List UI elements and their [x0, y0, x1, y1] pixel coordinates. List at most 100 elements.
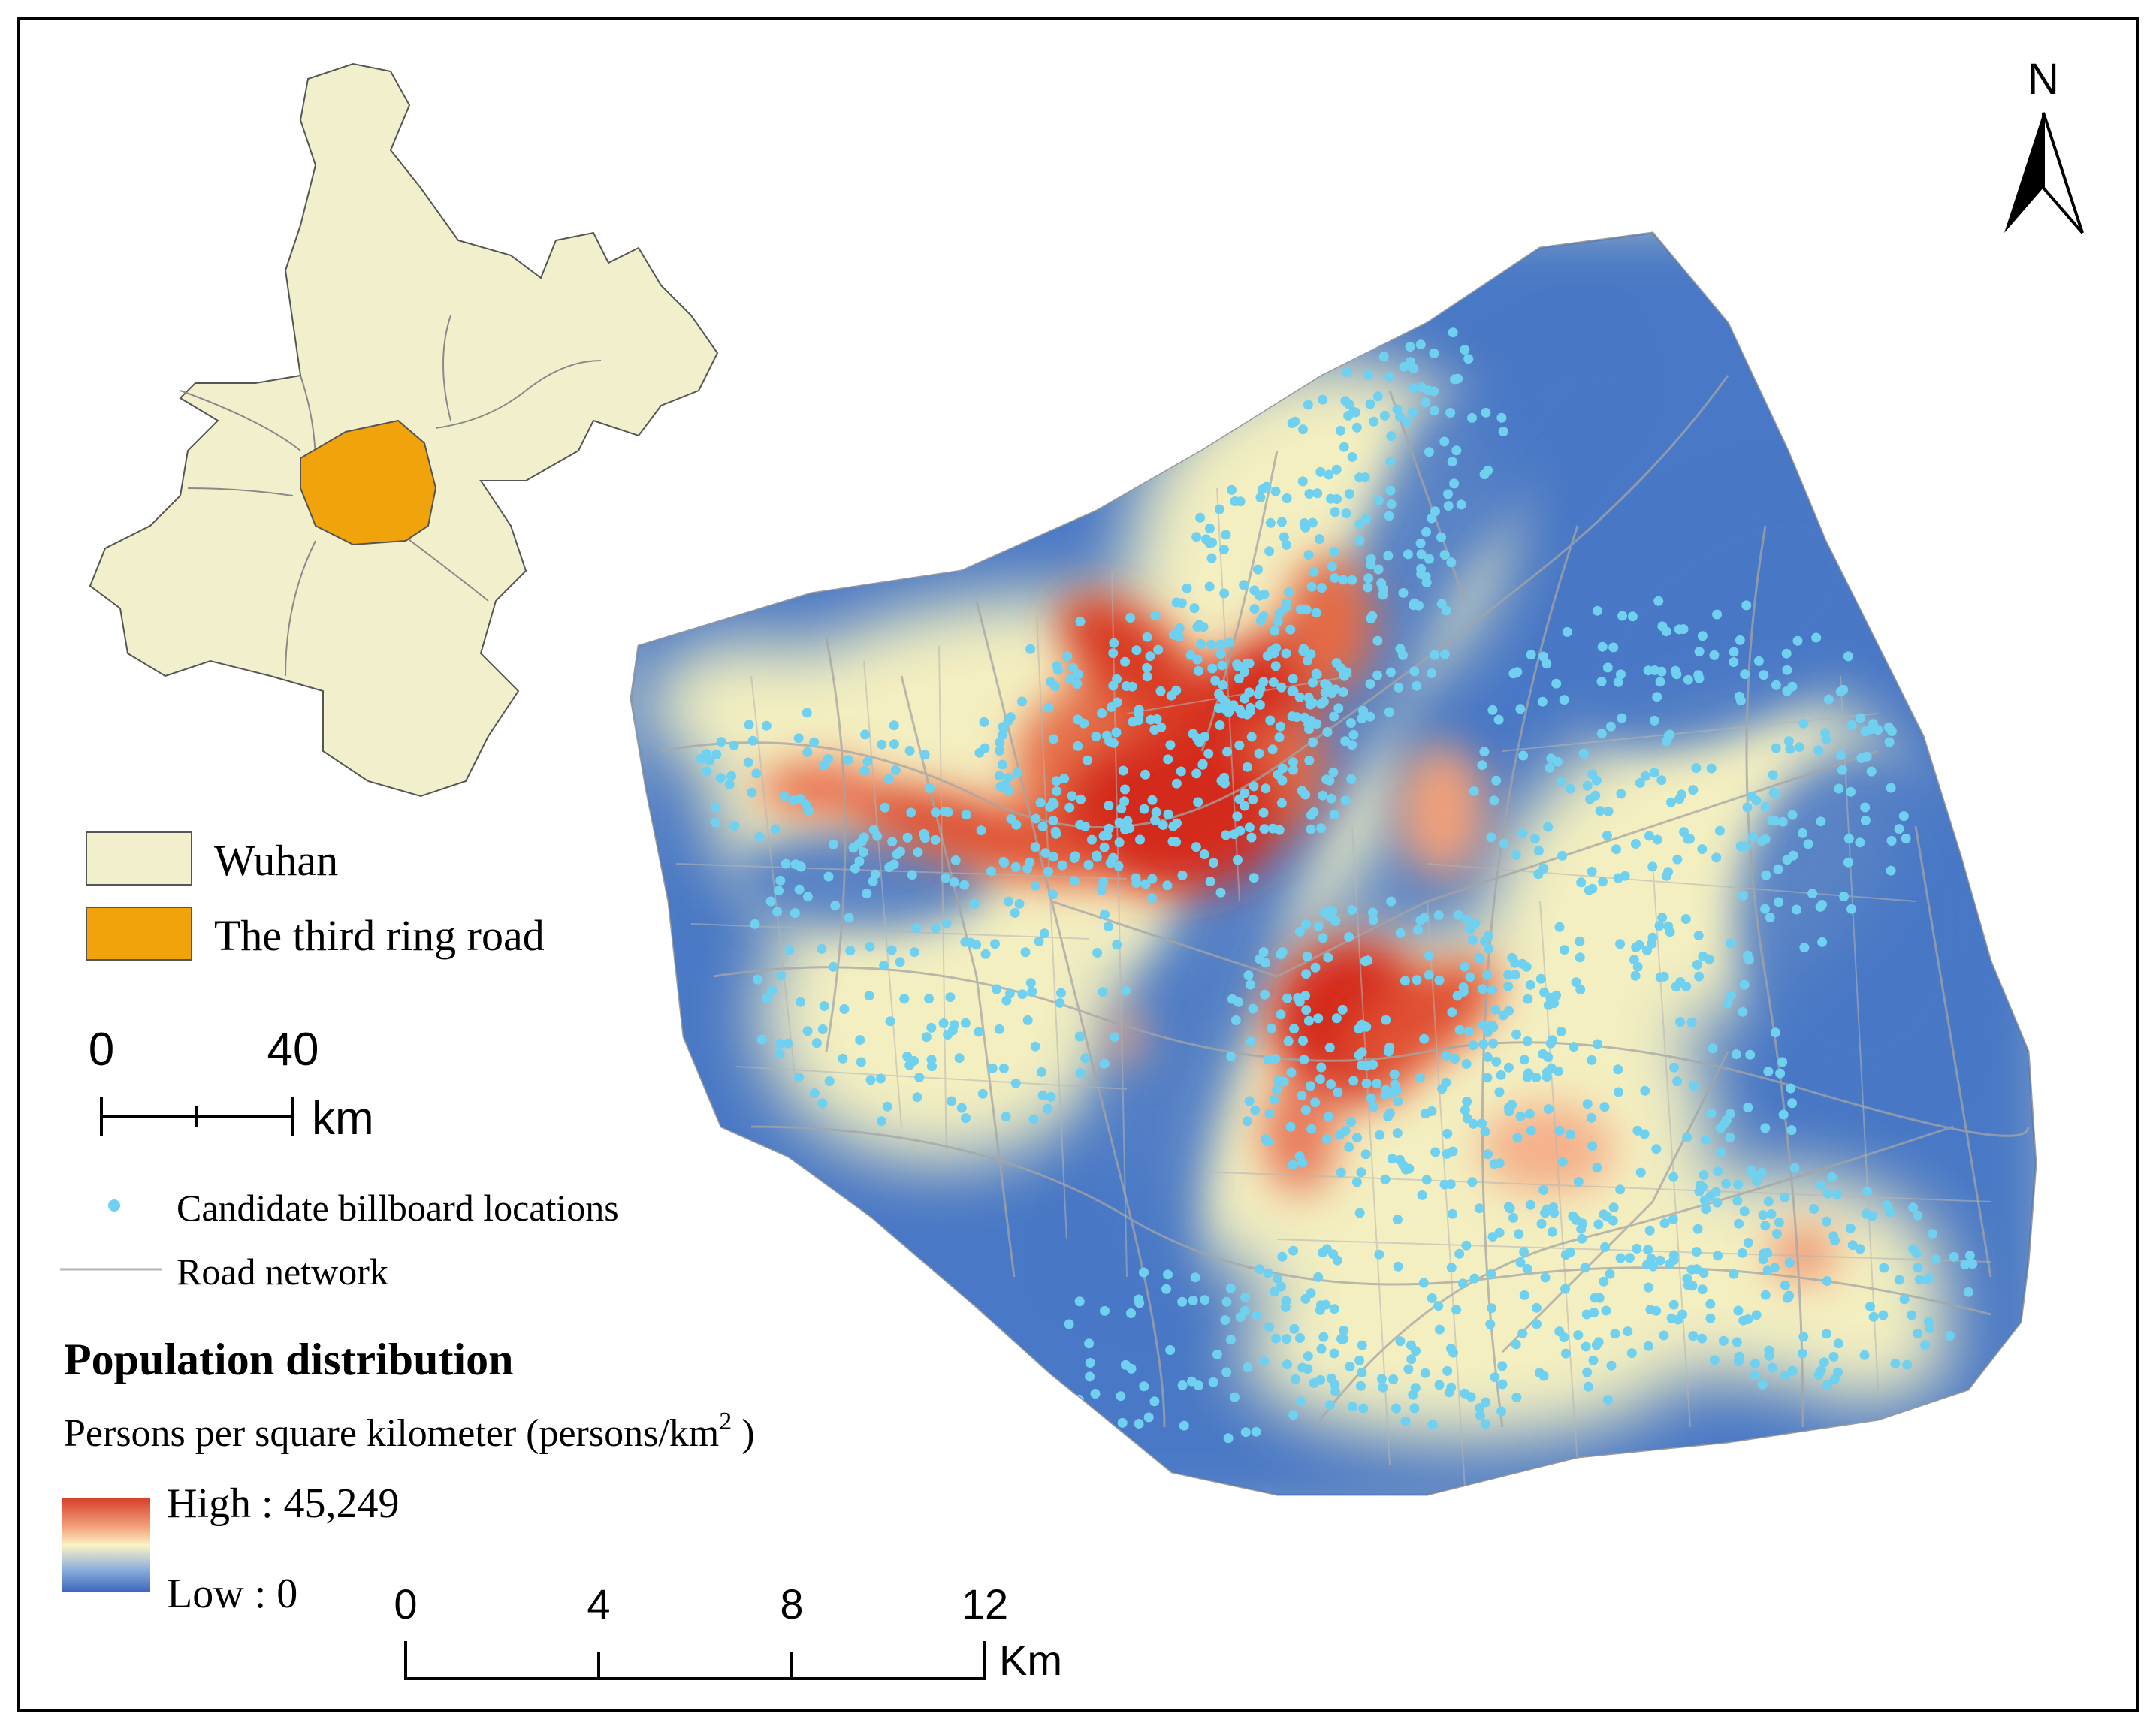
billboard-point — [802, 892, 813, 902]
billboard-point — [1322, 727, 1333, 737]
billboard-point — [1538, 863, 1549, 874]
billboard-point — [1739, 979, 1750, 990]
billboard-point — [1439, 550, 1450, 560]
billboard-point — [1787, 681, 1798, 692]
billboard-point — [1285, 1121, 1296, 1132]
billboard-point — [1610, 1329, 1620, 1339]
billboard-point — [1270, 626, 1280, 636]
billboard-point — [1792, 635, 1803, 646]
billboard-point — [1285, 624, 1296, 635]
billboard-point — [1465, 972, 1475, 982]
billboard-point — [1376, 1374, 1387, 1384]
billboard-point — [1314, 534, 1324, 545]
billboard-point — [1212, 1349, 1222, 1359]
billboard-point — [1300, 919, 1311, 930]
billboard-point — [1439, 1179, 1450, 1190]
billboard-point — [1605, 721, 1616, 732]
billboard-point — [1721, 1178, 1732, 1189]
billboard-point — [1866, 766, 1877, 777]
billboard-point — [1434, 975, 1445, 985]
billboard-point — [1525, 979, 1535, 990]
billboard-point — [1474, 1203, 1484, 1214]
billboard-point — [889, 720, 899, 731]
billboard-point — [994, 771, 1004, 781]
billboard-point — [1837, 765, 1847, 775]
billboard-point — [1576, 877, 1587, 888]
billboard-point — [1329, 711, 1339, 722]
billboard-point — [856, 1057, 866, 1067]
billboard-point — [902, 832, 913, 843]
billboard-point — [1217, 660, 1227, 671]
billboard-point — [1525, 1199, 1535, 1210]
billboard-point — [1046, 677, 1056, 687]
billboard-point — [1414, 600, 1424, 611]
billboard-point — [1239, 580, 1249, 590]
billboard-point — [1823, 694, 1834, 705]
billboard-point — [1168, 629, 1179, 640]
billboard-point — [1097, 708, 1107, 718]
billboard-point — [950, 855, 961, 865]
billboard-point — [1394, 682, 1404, 693]
billboard-point — [1774, 1217, 1784, 1227]
billboard-point — [1913, 1263, 1923, 1273]
billboard-point — [1691, 1247, 1702, 1257]
billboard-point — [1424, 447, 1434, 457]
billboard-point — [1340, 324, 1351, 334]
billboard-point — [1233, 855, 1243, 865]
billboard-point — [796, 861, 806, 872]
billboard-point — [884, 862, 895, 873]
north-arrow: N — [2004, 55, 2084, 234]
billboard-point — [716, 737, 726, 747]
billboard-point — [1450, 1054, 1460, 1064]
billboard-point — [1392, 1128, 1403, 1139]
billboard-point — [1347, 575, 1357, 585]
billboard-point — [1194, 665, 1203, 676]
billboard-point — [1409, 1403, 1420, 1414]
billboard-point — [1627, 611, 1638, 622]
billboard-point — [1003, 773, 1013, 783]
billboard-point — [765, 896, 776, 907]
billboard-point — [1145, 651, 1155, 662]
billboard-point — [1326, 793, 1336, 804]
billboard-point — [817, 1024, 828, 1034]
billboard-point — [1855, 713, 1865, 723]
billboard-point — [1511, 1339, 1521, 1350]
billboard-point — [1474, 1403, 1484, 1414]
billboard-point — [1813, 745, 1824, 756]
billboard-point — [1595, 806, 1605, 816]
billboard-point — [1671, 982, 1681, 992]
billboard-point — [1298, 1036, 1308, 1046]
billboard-point — [1034, 936, 1044, 946]
billboard-point — [1792, 904, 1801, 915]
billboard-point — [1072, 679, 1083, 689]
billboard-point — [1543, 1052, 1554, 1062]
billboard-point — [1307, 698, 1318, 708]
billboard-point — [1651, 1144, 1662, 1154]
billboard-point — [1064, 802, 1075, 813]
billboard-point — [1282, 493, 1292, 503]
billboard-point — [1177, 1296, 1188, 1307]
billboard-point — [883, 774, 894, 784]
billboard-point — [921, 1032, 932, 1043]
billboard-point — [1747, 832, 1758, 843]
billboard-point — [930, 923, 941, 934]
billboard-point — [1298, 646, 1309, 656]
billboard-point — [1232, 659, 1243, 670]
billboard-point — [1616, 669, 1626, 680]
billboard-point — [1681, 981, 1692, 991]
billboard-point — [1218, 545, 1229, 554]
billboard-point — [1381, 1015, 1391, 1025]
billboard-point — [1417, 382, 1427, 392]
billboard-point — [1846, 720, 1857, 730]
billboard-point — [1445, 408, 1456, 418]
billboard-point — [1763, 1196, 1774, 1207]
billboard-point — [1200, 732, 1209, 742]
billboard-point — [1522, 1072, 1532, 1082]
billboard-point — [1911, 1248, 1922, 1259]
billboard-point — [830, 901, 841, 911]
billboard-point — [1832, 1189, 1843, 1199]
billboard-point — [1783, 736, 1794, 747]
billboard-point — [889, 739, 899, 750]
billboard-point — [1378, 352, 1389, 362]
